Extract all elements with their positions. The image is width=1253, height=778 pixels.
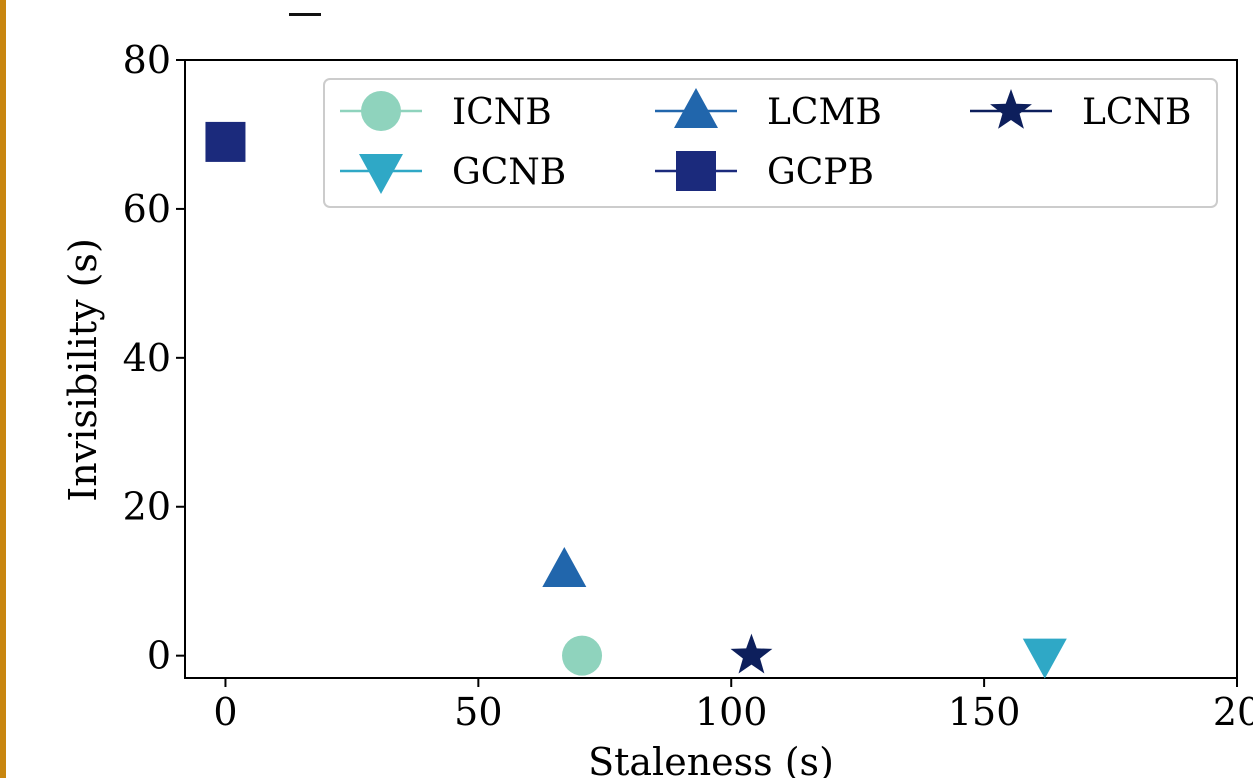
x-tick-label: 0 — [213, 690, 237, 734]
x-tick-label: 100 — [695, 690, 768, 734]
y-tick-label: 80 — [123, 38, 171, 82]
point-lcnb — [730, 633, 773, 674]
top-edge-fragment — [289, 0, 321, 16]
left-edge-strip — [0, 0, 6, 778]
point-icnb — [562, 635, 603, 676]
legend-marker-gcpb — [676, 151, 716, 191]
point-gcpb — [205, 121, 246, 162]
legend: ICNB GCNB LCMB GCPB LCNB — [323, 78, 1218, 208]
x-tick-label: 150 — [948, 690, 1021, 734]
x-axis: 0 50 100 150 20 — [213, 678, 1253, 734]
legend-marker-icnb — [361, 91, 401, 131]
plot-frame — [184, 59, 1238, 679]
legend-label-gcnb: GCNB — [452, 152, 566, 193]
data-points — [205, 121, 1067, 679]
x-tick-label: 50 — [454, 690, 502, 734]
legend-label-lcnb: LCNB — [1082, 92, 1191, 133]
y-tick-label: 60 — [123, 187, 171, 231]
legend-marker-lcmb — [674, 88, 718, 128]
legend-label-icnb: ICNB — [452, 92, 552, 133]
legend-label-gcpb: GCPB — [767, 152, 874, 193]
y-tick-label: 0 — [147, 634, 171, 678]
legend-marker-gcnb — [359, 154, 403, 194]
x-axis-label: Staleness (s) — [588, 740, 834, 778]
legend-label-lcmb: LCMB — [767, 92, 882, 133]
point-lcmb — [542, 547, 587, 588]
y-axis: 0 20 40 60 80 — [123, 38, 185, 678]
legend-marker-lcnb — [990, 89, 1032, 129]
y-axis-label: Invisibility (s) — [61, 238, 105, 502]
point-gcnb — [1022, 638, 1067, 679]
y-tick-label: 20 — [123, 485, 171, 529]
x-tick-label: 20 — [1213, 690, 1253, 734]
y-tick-label: 40 — [123, 336, 171, 380]
